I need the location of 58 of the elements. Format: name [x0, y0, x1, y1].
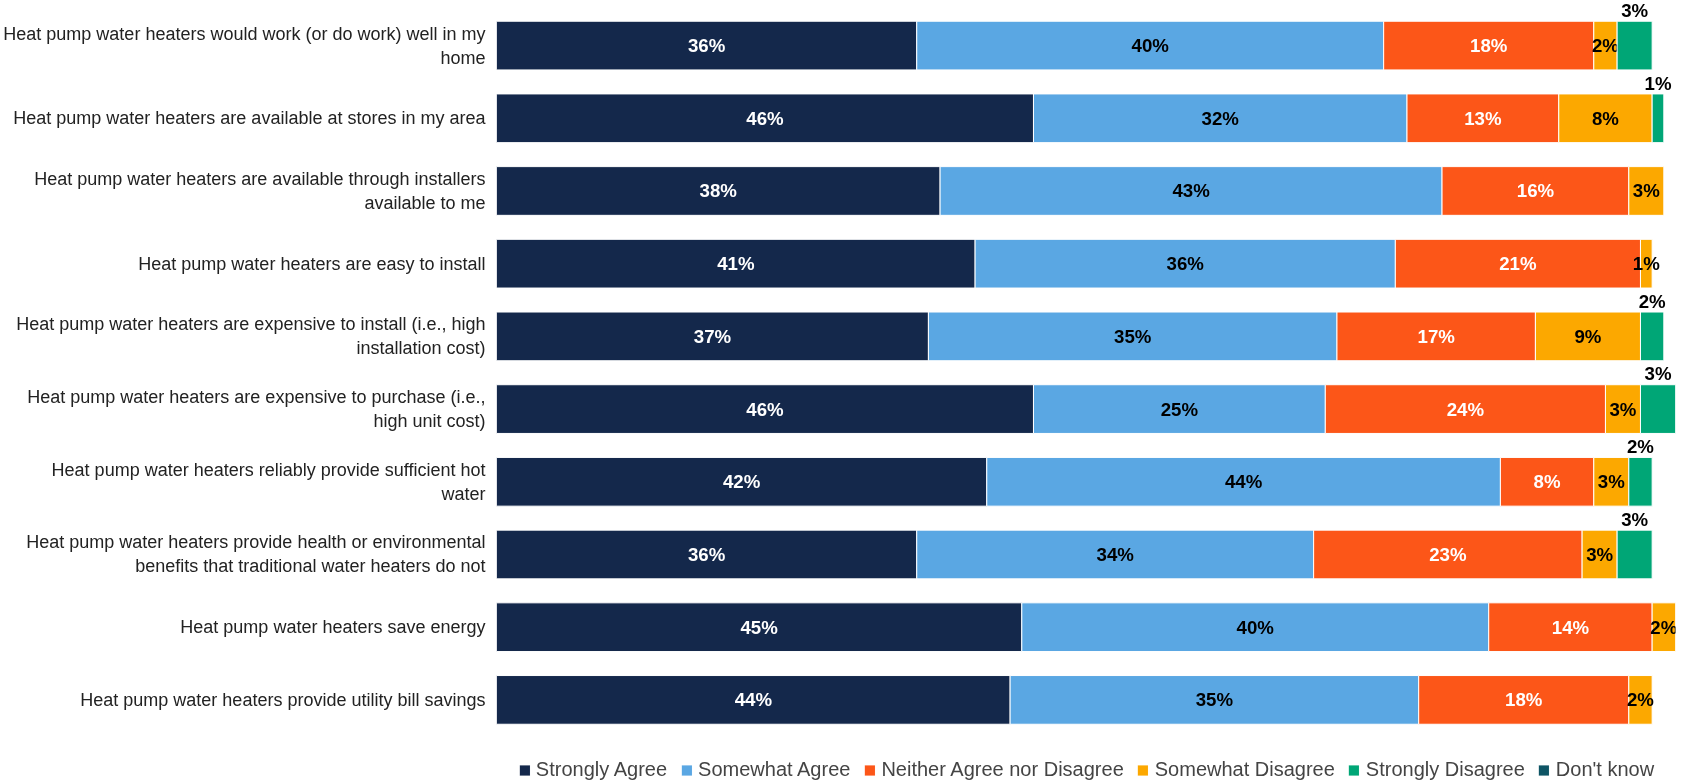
data-label: 3% [1644, 363, 1672, 385]
data-label: 14% [1551, 616, 1590, 638]
data-label: 40% [1236, 616, 1275, 638]
y-tick-label: Heat pump water heaters are expensive to install (i.e., high installation cost) [16, 314, 486, 359]
data-label: 35% [1195, 689, 1234, 711]
legend-label: Don't know [1555, 758, 1655, 781]
data-label: 38% [699, 180, 738, 202]
y-tick-label: Heat pump water heaters would work (or do work) well in my home [3, 23, 486, 68]
data-label: 3% [1586, 543, 1614, 565]
data-label: 3% [1609, 398, 1637, 420]
legend-label: Somewhat Disagree [1154, 758, 1335, 781]
y-tick-label: Heat pump water heaters reliably provide sufficient hot water [51, 459, 486, 504]
data-label: 40% [1131, 35, 1170, 57]
data-label: 1% [1644, 72, 1672, 94]
data-label: 46% [746, 107, 785, 129]
data-label: 2% [1638, 290, 1667, 312]
data-label: 43% [1172, 180, 1211, 202]
data-label: 35% [1114, 325, 1152, 347]
data-label: 3% [1621, 508, 1649, 530]
data-label: 18% [1505, 689, 1543, 711]
data-label: 46% [746, 398, 785, 420]
data-label: 16% [1516, 180, 1555, 202]
y-tick-label: Heat pump water heaters are available through installers available to me [34, 168, 486, 213]
data-label: 41% [717, 253, 755, 275]
data-label: 24% [1446, 398, 1485, 420]
data-label: 45% [740, 616, 779, 638]
data-label: 3% [1621, 0, 1649, 21]
y-tick-label: Heat pump water heaters provide health or environmental benefits that traditional water heaters do not [26, 532, 486, 577]
data-label: 13% [1464, 107, 1502, 129]
data-label: 21% [1499, 253, 1537, 275]
data-label: 37% [693, 325, 732, 347]
data-label: 2% [1627, 436, 1655, 458]
data-label: 3% [1597, 471, 1626, 493]
legend-label: Neither Agree nor Disagree [881, 758, 1124, 781]
data-label: 44% [734, 689, 773, 711]
data-label: 8% [1533, 471, 1561, 493]
data-label: 36% [687, 35, 726, 57]
y-tick-label: Heat pump water heaters are available at stores in my area [13, 108, 487, 129]
data-label: 8% [1591, 107, 1620, 129]
data-label: 36% [687, 543, 726, 565]
y-tick-label: Heat pump water heaters are expensive to purchase (i.e., high unit cost) [27, 387, 486, 432]
data-label: 32% [1201, 107, 1240, 129]
data-label: 42% [722, 471, 761, 493]
legend-label: Strongly Agree [535, 758, 668, 781]
y-tick-label: Heat pump water heaters save energy [180, 617, 486, 638]
data-label: 9% [1574, 325, 1602, 347]
data-label: 23% [1429, 543, 1467, 565]
legend-label: Somewhat Agree [698, 758, 851, 781]
data-label: 18% [1470, 35, 1508, 57]
legend-label: Strongly Disagree [1365, 758, 1525, 781]
data-label: 44% [1224, 471, 1263, 493]
data-label: 3% [1632, 180, 1661, 202]
data-label: 36% [1166, 253, 1205, 275]
y-tick-label: Heat pump water heaters provide utility bill savings [80, 689, 486, 710]
data-label: 25% [1160, 398, 1199, 420]
data-label: 17% [1417, 325, 1456, 347]
y-tick-label: Heat pump water heaters are easy to install [138, 253, 486, 274]
data-label: 34% [1096, 543, 1135, 565]
